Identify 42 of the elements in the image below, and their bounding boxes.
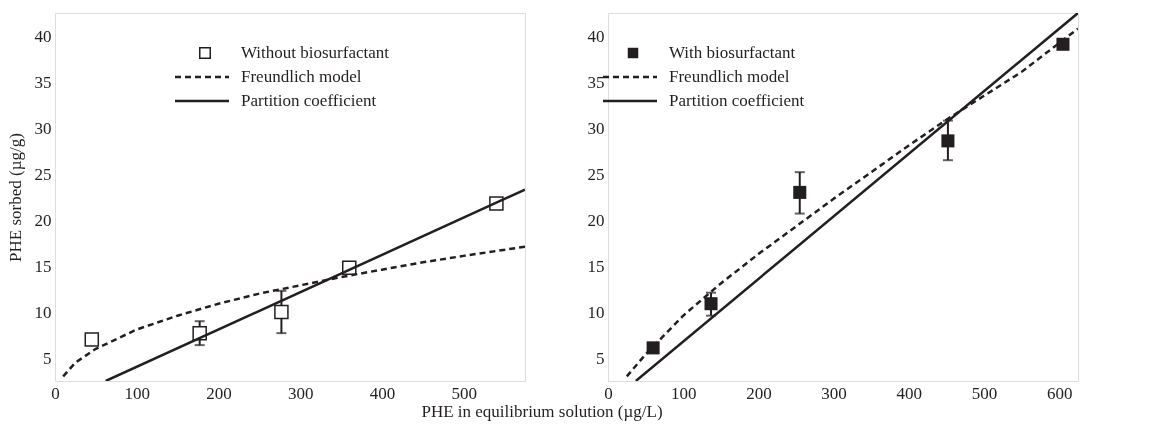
y-tick-label: 15 <box>34 256 52 276</box>
x-tick-label: 0 <box>51 383 60 403</box>
legend-label: Without biosurfactant <box>241 43 390 62</box>
y-tick-label: 20 <box>34 210 52 230</box>
x-tick-label: 500 <box>971 383 998 403</box>
y-tick-label: 10 <box>587 302 605 322</box>
y-tick-label: 25 <box>34 164 52 184</box>
x-tick-label: 300 <box>287 383 314 403</box>
y-axis-title: PHE sorbed (µg/g) <box>5 133 25 262</box>
point <box>941 134 955 148</box>
y-tick-label: 5 <box>596 348 605 368</box>
x-tick-label: 100 <box>124 383 150 403</box>
y-tick-label: 5 <box>43 348 52 368</box>
y-tick-label: 10 <box>34 302 52 322</box>
y-tick-label: 35 <box>587 72 605 92</box>
legend-label: Partition coefficient <box>669 91 805 110</box>
x-tick-label: 300 <box>821 383 847 403</box>
y-tick-label: 30 <box>587 118 605 138</box>
y-tick-label: 30 <box>34 118 52 138</box>
point <box>84 332 100 347</box>
x-tick-label: 200 <box>206 383 232 403</box>
x-tick-label: 0 <box>604 383 613 403</box>
y-tick-label: 40 <box>587 26 605 46</box>
legend-label: Freundlich model <box>669 67 790 86</box>
x-tick-label: 400 <box>369 383 396 403</box>
legend-label: With biosurfactant <box>669 43 796 62</box>
y-tick-label: 25 <box>587 164 605 184</box>
y-tick-label: 40 <box>34 26 52 46</box>
y-tick-label: 15 <box>587 256 605 276</box>
legend-label: Partition coefficient <box>241 91 377 110</box>
point <box>793 185 807 199</box>
point <box>274 304 289 320</box>
x-tick-label: 600 <box>1046 383 1073 403</box>
legend-label: Freundlich model <box>241 67 362 86</box>
x-axis-title: PHE in equilibrium solution (µg/L) <box>421 401 663 421</box>
x-tick-label: 100 <box>670 383 697 403</box>
x-tick-label: 200 <box>746 383 772 403</box>
x-tick-label: 500 <box>451 383 477 403</box>
point <box>704 297 718 311</box>
x-tick-label: 400 <box>896 383 923 403</box>
y-tick-label: 35 <box>34 72 52 92</box>
y-tick-label: 20 <box>587 210 605 230</box>
